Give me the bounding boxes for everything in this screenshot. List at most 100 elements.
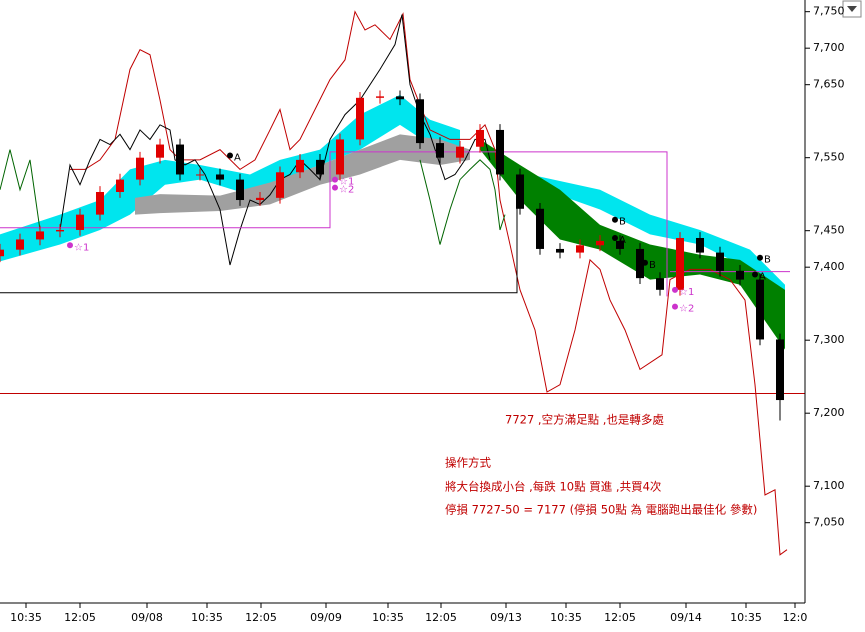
indicator-line [0, 149, 506, 245]
signal-dot [67, 242, 73, 249]
candle-body [296, 159, 304, 173]
candle-body [696, 237, 704, 253]
candle-body [676, 237, 684, 290]
candle-body [316, 159, 324, 175]
signal-label: A [619, 235, 626, 246]
x-tick-label: 12:05 [425, 611, 457, 624]
signal-label: ☆2 [679, 304, 694, 315]
signal-label: B [764, 255, 771, 266]
x-tick-label: 10:35 [372, 611, 404, 624]
signal-label: A [759, 271, 766, 282]
annotation: 停損 7727-50 = 7177 (停損 50點 為 電腦跑出最佳化 參數) [445, 503, 757, 517]
signal-dot [757, 254, 763, 261]
candle-body [256, 197, 264, 201]
cloud-band [480, 139, 785, 350]
x-tick-label: 12:05 [245, 611, 277, 624]
y-tick-label: 7,300 [813, 333, 845, 346]
candle-body [376, 96, 384, 98]
candle-body [396, 96, 404, 100]
y-tick-label: 7,650 [813, 78, 845, 91]
menu-arrow [847, 6, 857, 12]
candle-body [576, 245, 584, 253]
x-tick-label: 09/13 [490, 611, 522, 624]
signal-dot [332, 184, 338, 191]
candle-body [736, 270, 744, 280]
candle-body [216, 174, 224, 180]
signal-label: ☆1 [339, 177, 354, 188]
y-tick-label: 7,450 [813, 224, 845, 237]
annotation: 將大台換成小台 ,每跌 10點 買進 ,共買4次 [445, 480, 662, 494]
candle-body [496, 129, 504, 175]
candle-body [36, 231, 44, 240]
y-tick-label: 7,050 [813, 516, 845, 529]
candle-body [596, 240, 604, 246]
indicator-line [0, 189, 518, 294]
candle-body [516, 174, 524, 209]
x-tick-label: 09/08 [131, 611, 163, 624]
signal-dot [672, 286, 678, 293]
cloud-band [135, 134, 470, 215]
x-tick-label: 12:05 [64, 611, 96, 624]
y-tick-label: 7,100 [813, 479, 845, 492]
candle-body [356, 97, 364, 140]
candle-body [616, 240, 624, 249]
candle-body [716, 252, 724, 271]
candle-body [436, 143, 444, 158]
y-tick-label: 7,200 [813, 406, 845, 419]
x-tick-label: 09/09 [310, 611, 342, 624]
candle-body [556, 248, 564, 253]
candle-body [136, 157, 144, 180]
x-tick-label: 12:0 [783, 611, 808, 624]
candle-body [536, 208, 544, 249]
x-tick-label: 09/14 [670, 611, 702, 624]
signal-label: B [649, 260, 656, 271]
x-tick-label: 10:35 [10, 611, 42, 624]
candle-body [156, 144, 164, 158]
x-tick-label: 12:05 [604, 611, 636, 624]
candle-body [236, 179, 244, 201]
signal-label: A [234, 152, 241, 163]
x-tick-label: 10:35 [730, 611, 762, 624]
candle-body [336, 139, 344, 175]
candle-body [176, 144, 184, 175]
signal-label: B [619, 217, 626, 228]
y-tick-label: 7,700 [813, 41, 845, 54]
signal-dot [227, 152, 233, 159]
candle-body [96, 191, 104, 215]
candle-body [116, 179, 124, 192]
signal-dot [612, 234, 618, 241]
candle-body [656, 278, 664, 290]
y-tick-label: 7,400 [813, 260, 845, 273]
candle-body [0, 249, 4, 257]
x-tick-label: 10:35 [191, 611, 223, 624]
cloud-band [0, 94, 460, 262]
candle-body [776, 339, 784, 401]
signal-dot [642, 259, 648, 266]
signal-label: ☆1 [679, 287, 694, 298]
candle-body [636, 248, 644, 279]
signal-dot [612, 216, 618, 223]
candle-body [76, 214, 84, 230]
candle-body [476, 129, 484, 147]
candle-body [756, 279, 764, 340]
signal-dot [672, 303, 678, 310]
y-tick-label: 7,750 [813, 5, 845, 18]
candle-body [196, 174, 204, 176]
signal-dot [332, 176, 338, 183]
signal-label: ☆1 [74, 242, 89, 253]
y-tick-label: 7,550 [813, 151, 845, 164]
candle-body [456, 146, 464, 158]
signal-dot [752, 271, 758, 278]
annotation: 操作方式 [445, 456, 491, 470]
signal-label: ☆2 [339, 185, 354, 196]
candle-body [56, 229, 64, 232]
candle-body [416, 99, 424, 144]
candle-body [276, 172, 284, 198]
x-tick-label: 10:35 [550, 611, 582, 624]
candle-body [16, 239, 24, 250]
indicator-line [0, 151, 668, 297]
annotation: 7727 ,空方滿足點 ,也是轉多處 [505, 413, 664, 427]
